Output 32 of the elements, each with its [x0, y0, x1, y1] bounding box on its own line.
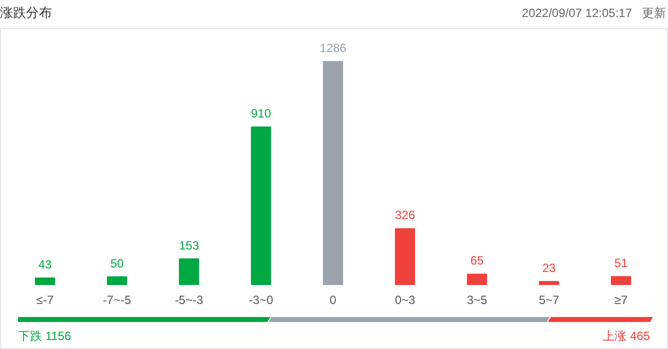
x-tick-label: ≤-7 [36, 293, 54, 307]
data-label: 65 [470, 254, 484, 268]
x-tick-label: 0~3 [394, 293, 416, 307]
bar [34, 278, 56, 285]
x-tick-label: ≥7 [614, 293, 628, 307]
data-label: 23 [542, 260, 556, 275]
bar [178, 258, 200, 285]
data-label: 50 [110, 256, 124, 270]
bar [322, 61, 344, 285]
bar [106, 276, 128, 285]
x-tick-label: -5~-3 [174, 293, 204, 307]
text: 上涨 465 [602, 329, 650, 343]
data-label: 51 [614, 256, 628, 270]
data-label: 153 [178, 238, 200, 252]
x-tick-label: 0 [330, 293, 337, 307]
data-label: 326 [394, 208, 416, 222]
chart-subtitle: 2022/09/07 12:05:17 [522, 6, 632, 20]
data-label: 1286 [320, 41, 347, 55]
bar [466, 274, 488, 285]
text: 更新 [642, 6, 666, 20]
bar [538, 280, 560, 285]
bar [250, 126, 272, 285]
data-label: 910 [250, 106, 272, 120]
x-tick-label: -7~-5 [102, 293, 132, 307]
text: 下跌 1156 [18, 329, 72, 343]
bar [394, 228, 416, 285]
data-label: 43 [38, 258, 52, 272]
chart-title: 涨跌分布 [0, 5, 52, 20]
x-tick-label: 5~7 [538, 293, 560, 307]
bar [610, 276, 632, 285]
x-tick-label: -3~0 [248, 293, 274, 307]
x-tick-label: 3~5 [466, 293, 488, 307]
